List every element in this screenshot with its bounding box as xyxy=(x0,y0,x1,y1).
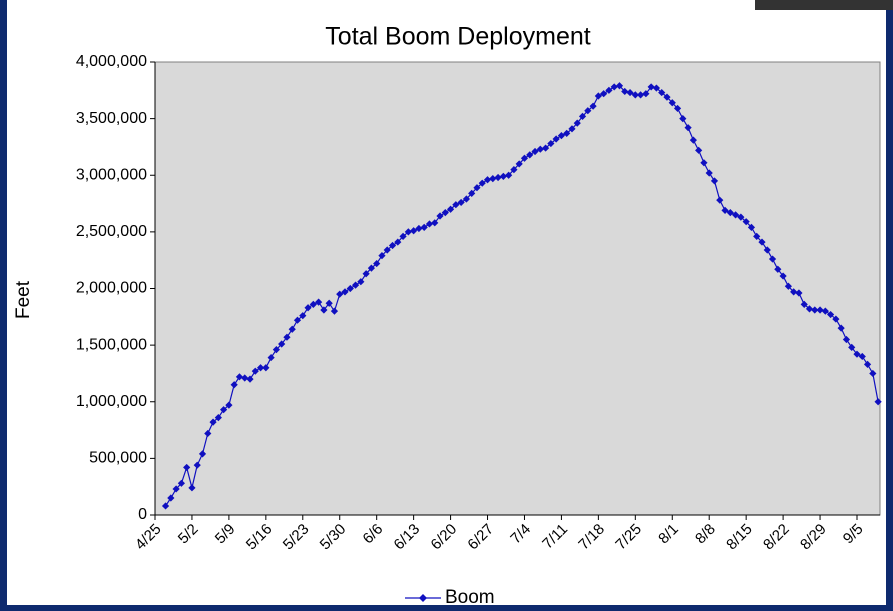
y-tick-label: 3,500,000 xyxy=(76,110,147,127)
photo-corner xyxy=(755,0,893,10)
y-tick-label: 500,000 xyxy=(89,450,147,467)
chart: Total Boom Deployment Feet 0 500,000 1,000… xyxy=(0,0,893,611)
y-tick-label: 1,000,000 xyxy=(76,393,147,410)
y-tick-label: 0 xyxy=(138,506,147,523)
y-tick-label: 1,500,000 xyxy=(76,336,147,353)
y-tick-label: 2,000,000 xyxy=(76,280,147,297)
plot-area xyxy=(155,62,880,515)
legend-label: Boom xyxy=(445,587,495,608)
y-tick-label: 4,000,000 xyxy=(76,53,147,70)
chart-title: Total Boom Deployment xyxy=(325,23,590,51)
y-tick-label: 2,500,000 xyxy=(76,223,147,240)
y-axis-title: Feet xyxy=(13,280,34,319)
y-tick-label: 3,000,000 xyxy=(76,166,147,183)
